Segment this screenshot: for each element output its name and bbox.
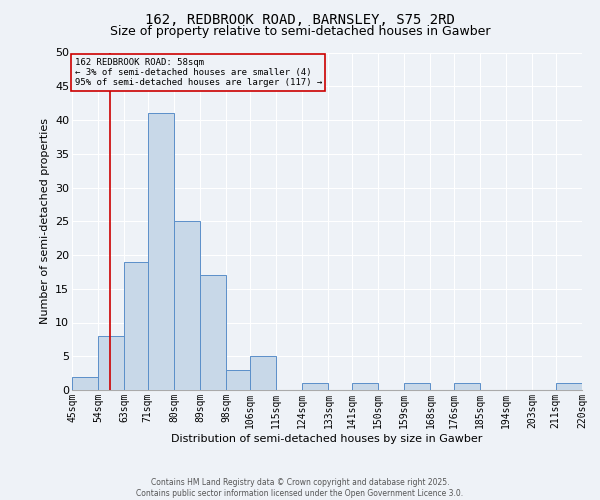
Y-axis label: Number of semi-detached properties: Number of semi-detached properties (40, 118, 50, 324)
Bar (454, 383, 480, 390)
Text: 162 REDBROOK ROAD: 58sqm
← 3% of semi-detached houses are smaller (4)
95% of sem: 162 REDBROOK ROAD: 58sqm ← 3% of semi-de… (74, 58, 322, 88)
Bar (174, 221, 200, 390)
Bar (124, 262, 148, 390)
Bar (98, 336, 124, 390)
Bar (148, 114, 174, 390)
Bar (556, 383, 582, 390)
Bar (200, 275, 226, 390)
Bar (302, 383, 328, 390)
Bar (404, 383, 430, 390)
Text: 162, REDBROOK ROAD, BARNSLEY, S75 2RD: 162, REDBROOK ROAD, BARNSLEY, S75 2RD (145, 12, 455, 26)
Bar (250, 356, 276, 390)
X-axis label: Distribution of semi-detached houses by size in Gawber: Distribution of semi-detached houses by … (172, 434, 482, 444)
Bar (352, 383, 378, 390)
Text: Contains HM Land Registry data © Crown copyright and database right 2025.
Contai: Contains HM Land Registry data © Crown c… (136, 478, 464, 498)
Bar (226, 370, 250, 390)
Text: Size of property relative to semi-detached houses in Gawber: Size of property relative to semi-detach… (110, 25, 490, 38)
Bar (72, 376, 98, 390)
